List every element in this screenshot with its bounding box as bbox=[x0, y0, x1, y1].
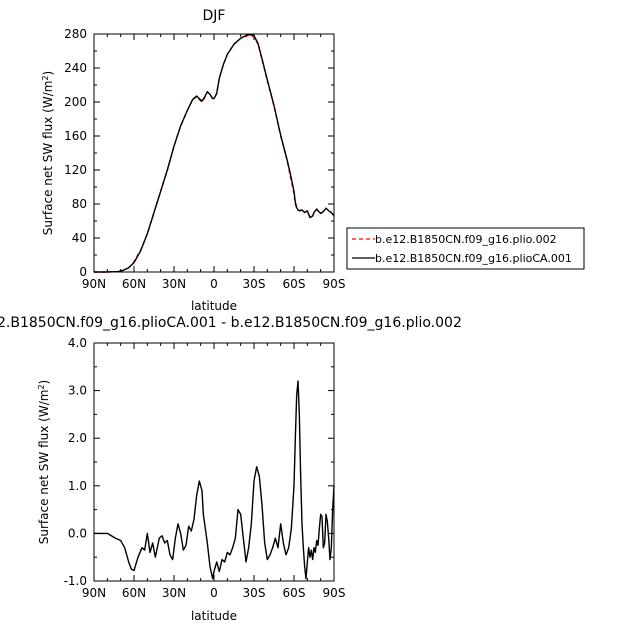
bottom-x-tick-label: 30N bbox=[162, 586, 186, 600]
top-panel: DJF 90N 60N 30N 0 30S 60S 90S 0 40 80 120 160 200 24… bbox=[41, 8, 346, 313]
top-x-tick-label: 30N bbox=[162, 277, 186, 291]
legend-label-plioca: b.e12.B1850CN.f09_g16.plioCA.001 bbox=[375, 252, 572, 265]
top-plot-frame bbox=[93, 33, 335, 273]
bottom-y-axis-label: Surface net SW flux (W/m2) bbox=[37, 380, 52, 544]
bottom-x-tick-label: 60N bbox=[122, 586, 146, 600]
top-x-tick-label: 60N bbox=[122, 277, 146, 291]
top-x-tick-label: 90S bbox=[323, 277, 346, 291]
top-y-tick-label: 160 bbox=[64, 129, 87, 143]
top-y-tick-label: 80 bbox=[72, 197, 87, 211]
top-x-tick-label: 30S bbox=[243, 277, 266, 291]
legend-label-plio: b.e12.B1850CN.f09_g16.plio.002 bbox=[375, 233, 557, 246]
top-y-tick-label: 280 bbox=[64, 27, 87, 41]
top-y-tick-label: 240 bbox=[64, 61, 87, 75]
top-y-tick-label: 200 bbox=[64, 95, 87, 109]
bottom-x-tick-label: 0 bbox=[210, 586, 218, 600]
top-y-axis-label: Surface net SW flux (W/m2) bbox=[41, 71, 56, 235]
bottom-y-axis-label-sup: 2 bbox=[37, 384, 46, 389]
top-chart-title: DJF bbox=[203, 8, 226, 24]
bottom-x-tick-label: 60S bbox=[283, 586, 306, 600]
top-series-line-1 bbox=[94, 34, 335, 273]
top-y-axis-label-close: ) bbox=[41, 71, 55, 76]
top-x-axis-label: latitude bbox=[191, 299, 237, 313]
top-x-tick-label: 0 bbox=[210, 277, 218, 291]
top-y-tick-label: 120 bbox=[64, 163, 87, 177]
legend: b.e12.B1850CN.f09_g16.plio.002 b.e12.B18… bbox=[346, 227, 585, 270]
top-y-axis-label-sup: 2 bbox=[41, 75, 50, 80]
bottom-chart-title: b.e12.B1850CN.f09_g16.plioCA.001 - b.e12… bbox=[0, 315, 462, 331]
bottom-y-axis-label-main: Surface net SW flux (W/m bbox=[37, 390, 51, 545]
top-series-line-0 bbox=[94, 35, 335, 273]
bottom-plot-frame bbox=[93, 342, 335, 582]
bottom-y-tick-label: 2.0 bbox=[68, 431, 87, 445]
bottom-x-tick-label: 90S bbox=[323, 586, 346, 600]
top-x-tick-label: 60S bbox=[283, 277, 306, 291]
bottom-y-tick-label: 3.0 bbox=[68, 384, 87, 398]
bottom-y-tick-label: -1.0 bbox=[64, 574, 87, 588]
legend-box bbox=[346, 227, 585, 270]
bottom-panel: b.e12.B1850CN.f09_g16.plioCA.001 - b.e12… bbox=[0, 315, 462, 623]
bottom-y-tick-label: 4.0 bbox=[68, 336, 87, 350]
bottom-y-tick-label: 0.0 bbox=[68, 526, 87, 540]
bottom-x-tick-label: 90N bbox=[82, 586, 106, 600]
bottom-x-tick-label: 30S bbox=[243, 586, 266, 600]
top-y-tick-label: 0 bbox=[79, 265, 87, 279]
bottom-x-axis-label: latitude bbox=[191, 609, 237, 623]
top-y-axis-label-main: Surface net SW flux (W/m bbox=[41, 81, 55, 236]
bottom-y-axis-label-close: ) bbox=[37, 380, 51, 385]
bottom-series-line-0 bbox=[94, 380, 335, 580]
bottom-y-tick-label: 1.0 bbox=[68, 479, 87, 493]
top-x-tick-label: 90N bbox=[82, 277, 106, 291]
top-y-tick-label: 40 bbox=[72, 231, 87, 245]
